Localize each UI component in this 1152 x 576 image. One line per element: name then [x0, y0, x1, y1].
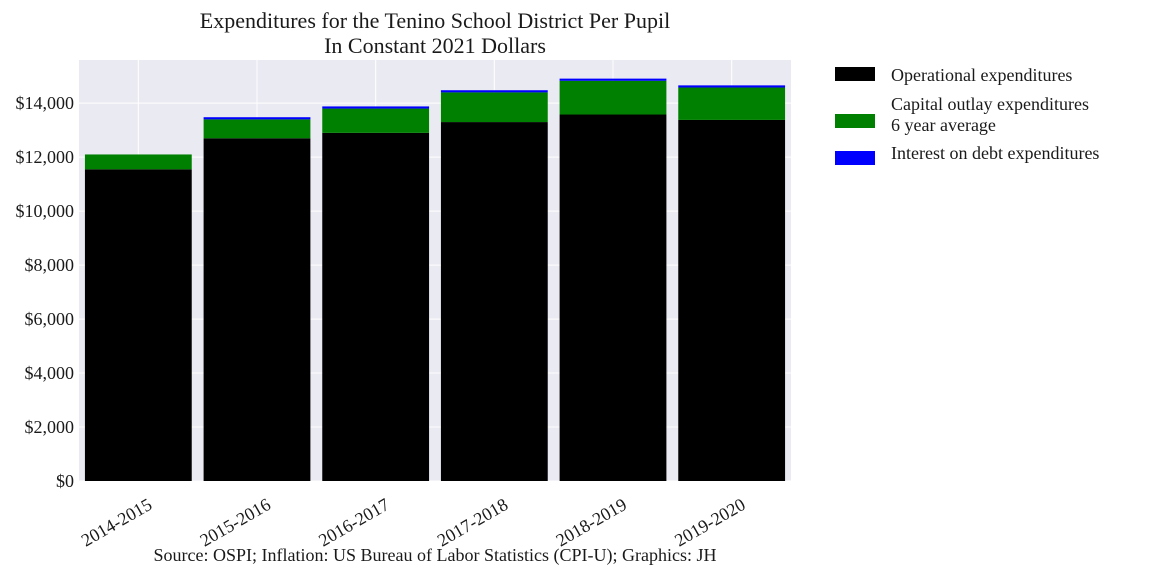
bar-segment-operational	[559, 114, 667, 481]
x-tick-label: 2017-2018	[434, 494, 512, 550]
x-axis: 2014-2015 2015-2016 2016-2017 2017-2018 2018…	[78, 494, 749, 550]
bar-segment-interest-on-debt	[203, 117, 311, 120]
bar-segment-interest-on-debt	[440, 90, 548, 93]
x-tick-label: 2019-2020	[671, 494, 749, 550]
bar-segment-operational	[440, 122, 548, 482]
legend-swatch	[835, 151, 875, 165]
legend-label: Interest on debt expenditures	[891, 143, 1099, 163]
y-tick-label: $2,000	[25, 417, 75, 437]
bar-segment-capital-outlay	[678, 87, 786, 120]
x-tick-label: 2014-2015	[78, 494, 156, 550]
x-tick-label: 2015-2016	[196, 494, 274, 550]
y-axis: $0 $2,000 $4,000 $6,000 $8,000 $10,000 $12,000…	[16, 93, 75, 491]
legend-swatch	[835, 67, 875, 81]
bar-segment-operational	[322, 132, 430, 481]
bar-segment-interest-on-debt	[559, 78, 667, 81]
x-tick-label: 2016-2017	[315, 494, 393, 550]
legend-label: Operational expenditures	[891, 65, 1072, 85]
y-tick-label: $8,000	[25, 255, 75, 275]
legend: Operational expenditures Capital outlay e…	[835, 65, 1099, 165]
y-tick-label: $0	[56, 471, 74, 491]
bar-segment-capital-outlay	[203, 119, 311, 139]
y-tick-label: $14,000	[16, 93, 75, 113]
bars	[84, 78, 786, 482]
bar-segment-capital-outlay	[84, 154, 192, 170]
bar-segment-operational	[203, 138, 311, 481]
bar-segment-capital-outlay	[440, 92, 548, 123]
plot-area	[79, 60, 791, 481]
bar-segment-capital-outlay	[322, 108, 430, 133]
y-tick-label: $12,000	[16, 147, 75, 167]
y-tick-label: $4,000	[25, 363, 75, 383]
bar-segment-operational	[84, 169, 192, 481]
bar-segment-interest-on-debt	[678, 85, 786, 88]
y-tick-label: $6,000	[25, 309, 75, 329]
chart-title-line-1: Expenditures for the Tenino School Distr…	[200, 8, 670, 33]
bar-segment-interest-on-debt	[322, 106, 430, 109]
chart-title-line-2: In Constant 2021 Dollars	[324, 33, 546, 58]
bar-segment-capital-outlay	[559, 80, 667, 115]
source-caption: Source: OSPI; Inflation: US Bureau of La…	[154, 545, 717, 566]
y-tick-label: $10,000	[16, 201, 75, 221]
legend-label: 6 year average	[891, 115, 996, 135]
legend-swatch	[835, 114, 875, 128]
legend-label: Capital outlay expenditures	[891, 94, 1089, 114]
bar-segment-operational	[678, 119, 786, 482]
x-tick-label: 2018-2019	[552, 494, 630, 550]
